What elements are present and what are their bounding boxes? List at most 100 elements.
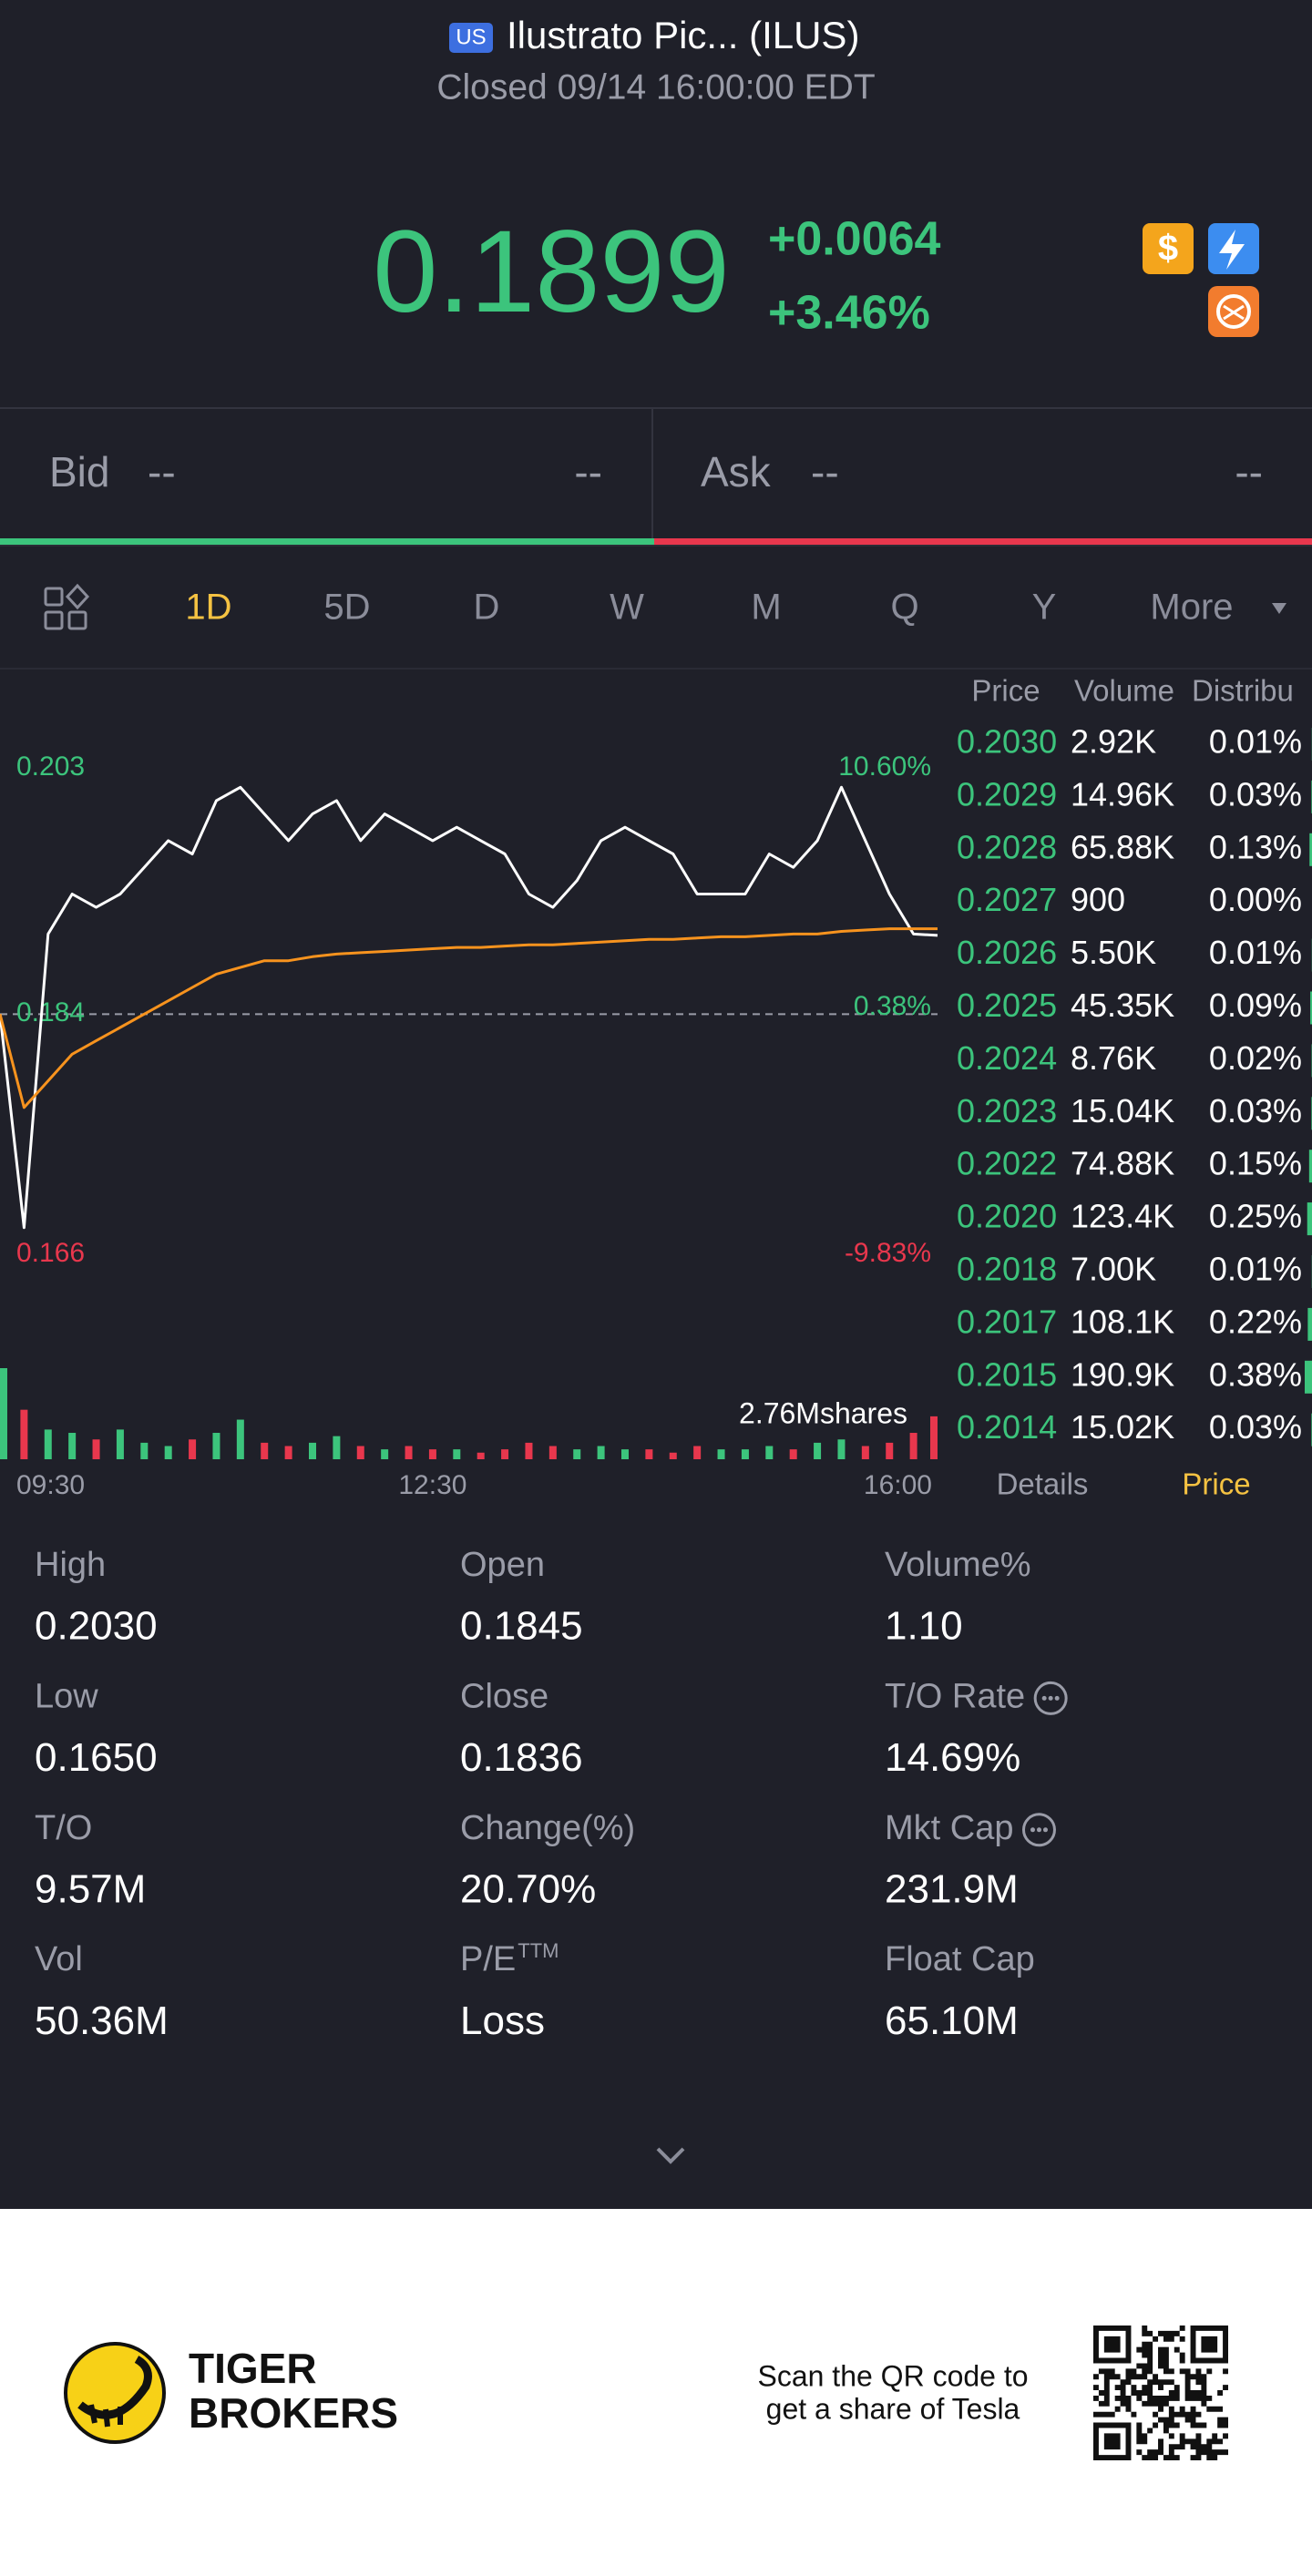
icon-part (65, 583, 90, 610)
x-tick-label: 16:00 (864, 1470, 932, 1500)
stat-label: Close (460, 1677, 548, 1715)
volume-bar (189, 1439, 197, 1459)
book-price: 0.2017 (957, 1303, 1057, 1340)
book-price: 0.2026 (957, 934, 1057, 971)
x-tick-label: 09:30 (16, 1470, 85, 1500)
period-tab[interactable]: M (751, 588, 781, 628)
stat-value: 14.69% (885, 1735, 1020, 1780)
market-badge (449, 23, 493, 53)
stat-value: 20.70% (460, 1866, 596, 1911)
book-volume: 123.4K (1071, 1198, 1174, 1235)
stat-label: Vol (35, 1940, 83, 1978)
y-tick-label: 0.203 (16, 751, 85, 782)
book-price: 0.2025 (957, 986, 1057, 1024)
book-header: Price (971, 674, 1040, 708)
expand-chevron[interactable] (656, 2147, 685, 2164)
volume-bar (717, 1449, 725, 1459)
icon-dollar[interactable] (1143, 223, 1194, 274)
volume-bar (164, 1446, 172, 1459)
stat-label: T/O (35, 1809, 92, 1847)
volume-bar (44, 1429, 52, 1459)
volume-bar (548, 1446, 557, 1459)
stat-value: 1.10 (885, 1604, 963, 1649)
info-dot (1048, 1695, 1053, 1701)
period-tab[interactable]: More (1150, 588, 1233, 628)
ask-label: Ask (701, 448, 772, 496)
book-volume: 15.02K (1071, 1408, 1174, 1446)
background (0, 0, 1312, 2209)
volume-bar (741, 1449, 749, 1459)
stat-label: Open (460, 1546, 545, 1584)
volume-bar (814, 1442, 822, 1459)
book-volume: 74.88K (1071, 1145, 1174, 1182)
book-volume: 65.88K (1071, 828, 1174, 865)
stat-value: Loss (460, 1998, 545, 2043)
stat-value: 0.1836 (460, 1735, 583, 1780)
period-tab[interactable]: W (610, 588, 644, 628)
volume-bar (261, 1442, 269, 1459)
stat-value: 9.57M (35, 1866, 146, 1911)
book-share: 0.13% (1209, 828, 1302, 865)
footer-background (0, 2209, 1312, 2576)
book-volume: 8.76K (1071, 1039, 1156, 1077)
volume-bar (861, 1446, 869, 1459)
info-dot (1042, 1827, 1048, 1833)
volume-bar (236, 1419, 244, 1459)
layout-icon[interactable] (44, 583, 90, 630)
book-share: 0.03% (1209, 1408, 1302, 1446)
info-icon[interactable] (1021, 1813, 1056, 1847)
book-price: 0.2023 (957, 1092, 1057, 1130)
volume-bar (309, 1442, 316, 1459)
book-price: 0.2030 (957, 723, 1057, 761)
volume-bar (597, 1446, 605, 1459)
period-tab[interactable]: D (474, 588, 500, 628)
y-tick-label: 0.166 (16, 1238, 85, 1268)
icon-glyph: $ (1158, 229, 1178, 269)
volume-bar (381, 1449, 389, 1459)
stat-label: Low (35, 1677, 98, 1715)
book-price: 0.2028 (957, 828, 1057, 865)
x-tick-label: 12:30 (398, 1470, 466, 1500)
brand-name: BROKERS (189, 2389, 398, 2437)
y2-tick-label: 10.60% (838, 751, 931, 782)
info-icon[interactable] (1033, 1681, 1068, 1715)
info-dot (1054, 1695, 1060, 1701)
volume-bar (765, 1446, 774, 1459)
volume-bar (669, 1452, 677, 1459)
volume-bar (886, 1442, 894, 1459)
volume-bar (645, 1449, 653, 1459)
info-dot (1041, 1695, 1047, 1701)
stock-name: Ilustrato Pic... (ILUS) (507, 14, 859, 56)
period-tab[interactable]: Q (890, 588, 918, 628)
stat-label: T/O Rate (885, 1677, 1025, 1715)
period-tab[interactable]: 1D (185, 588, 231, 628)
more-caret[interactable] (1272, 603, 1286, 614)
period-tab[interactable]: 5D (323, 588, 370, 628)
price-line (0, 927, 938, 1109)
book-tab[interactable]: Details (997, 1467, 1089, 1501)
market-status: Closed 09/14 16:00:00 EDT (436, 67, 875, 107)
info-dot (1030, 1827, 1035, 1833)
y2-tick-label: 0.38% (854, 991, 931, 1021)
book-share: 0.00% (1209, 881, 1302, 918)
book-tab[interactable]: Price (1182, 1467, 1250, 1501)
stat-value: 50.36M (35, 1998, 169, 2043)
volume-label: 2.76Mshares (739, 1396, 907, 1429)
book-share: 0.03% (1209, 775, 1302, 813)
icon-glyph (1216, 294, 1251, 329)
icon-glyph (1219, 230, 1245, 270)
stat-value: 65.10M (885, 1998, 1019, 2043)
volume-bar (477, 1452, 485, 1459)
promo-text: Scan the QR code to (757, 2359, 1028, 2392)
book-header: Distribu (1192, 674, 1294, 708)
period-tab[interactable]: Y (1032, 588, 1057, 628)
volume-bar (573, 1449, 581, 1459)
volume-bar (20, 1409, 28, 1459)
volume-bar (525, 1442, 533, 1459)
info-circle (1021, 1813, 1056, 1847)
price-line (0, 785, 938, 1230)
y-tick-label: 0.184 (16, 997, 85, 1027)
logo-stripe (77, 2356, 152, 2419)
price-change: +0.0064 (768, 213, 940, 266)
